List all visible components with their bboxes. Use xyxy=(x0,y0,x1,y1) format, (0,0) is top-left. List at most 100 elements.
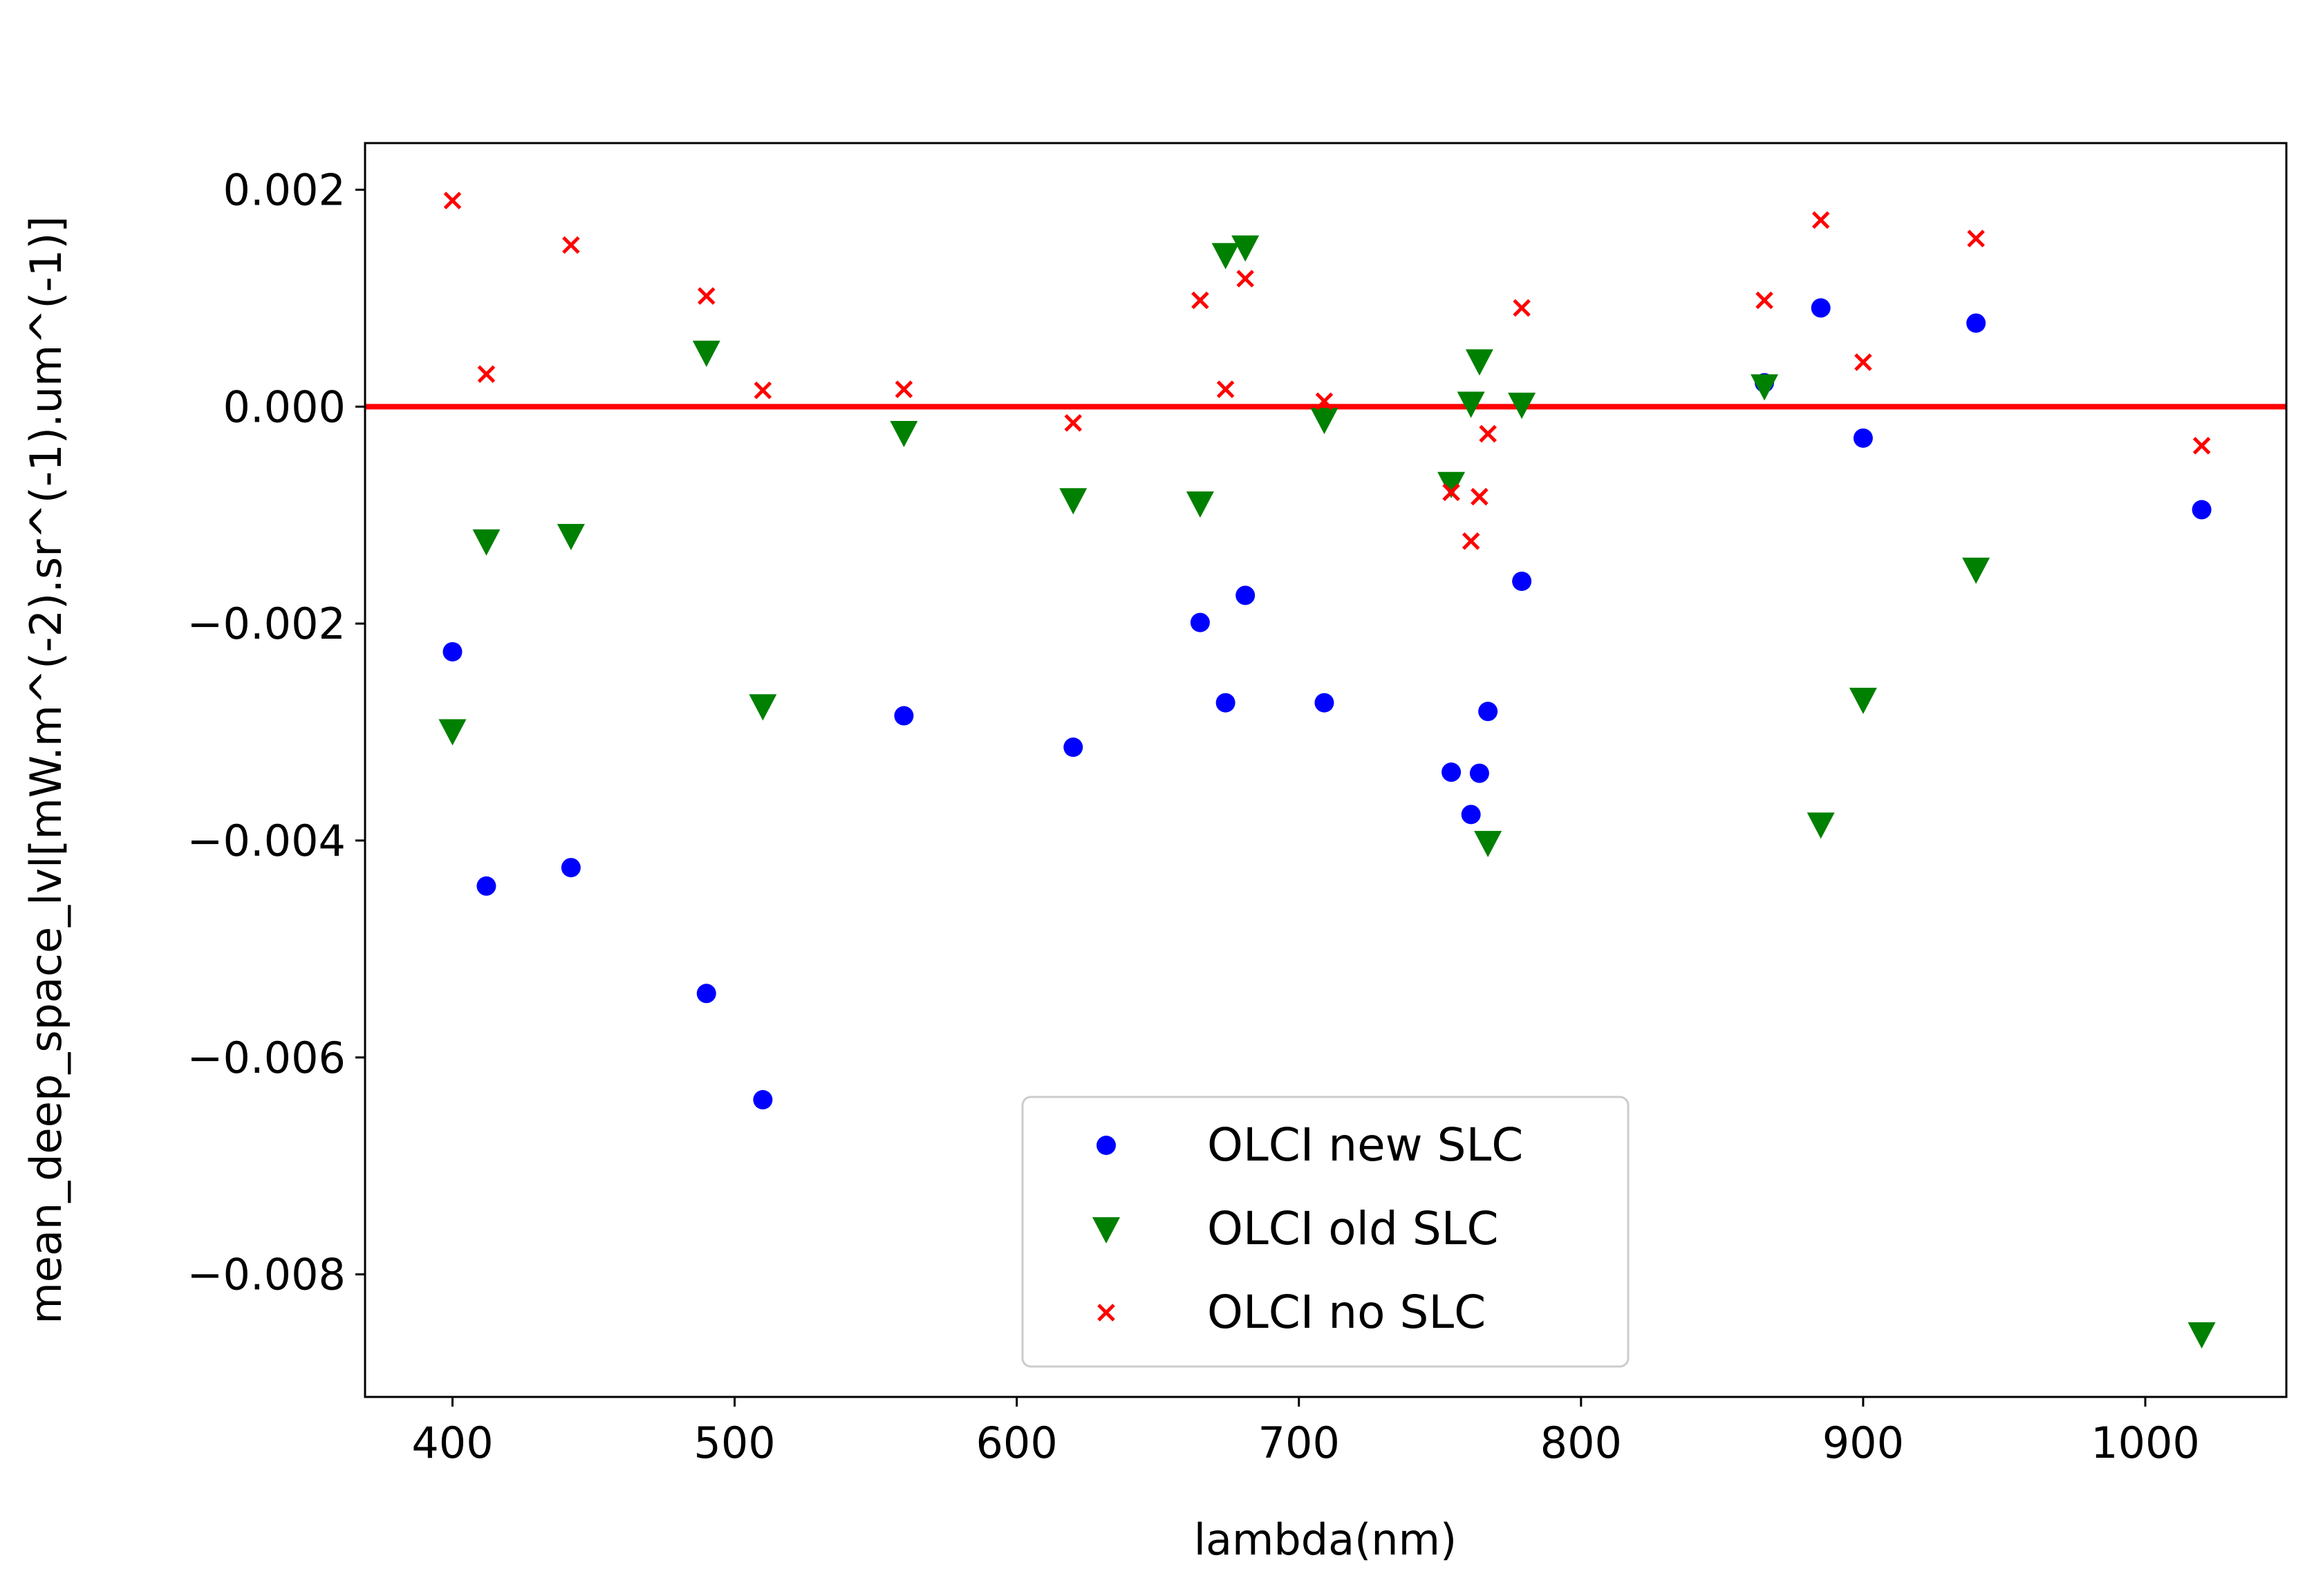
point-old-slc xyxy=(1437,471,1466,498)
point-new-slc xyxy=(476,876,496,896)
point-no-slc xyxy=(1854,353,1872,371)
point-no-slc xyxy=(1462,532,1480,550)
legend-symbol-new-slc xyxy=(1097,1136,1116,1155)
point-new-slc xyxy=(1469,763,1489,783)
point-new-slc xyxy=(1314,693,1334,713)
point-old-slc xyxy=(1231,235,1260,262)
point-old-slc xyxy=(557,524,585,551)
marks-layer xyxy=(438,191,2216,1349)
legend-label-old-slc: OLCI old SLC xyxy=(1207,1202,1499,1255)
point-new-slc xyxy=(561,858,581,878)
point-new-slc xyxy=(1966,313,1986,333)
legend: OLCI new SLC OLCI old SLC OLCI no SLC xyxy=(1021,1096,1630,1368)
point-no-slc-stroke-b xyxy=(1755,291,1773,310)
point-no-slc-stroke-b xyxy=(1216,380,1235,398)
point-old-slc xyxy=(1751,374,1779,401)
point-old-slc xyxy=(1059,488,1088,515)
point-new-slc xyxy=(2192,500,2212,520)
point-no-slc-stroke-b xyxy=(1191,291,1209,310)
point-no-slc xyxy=(1513,299,1531,317)
x-tick-label: 500 xyxy=(693,1418,775,1468)
point-no-slc-stroke-b xyxy=(1064,414,1083,432)
point-no-slc-stroke-b xyxy=(1479,424,1497,443)
x-axis: 400 500 600 700 800 900 1000 xyxy=(411,1397,2200,1468)
point-no-slc xyxy=(562,236,580,254)
point-new-slc xyxy=(1441,762,1462,782)
point-old-slc xyxy=(1465,349,1493,376)
point-no-slc xyxy=(477,365,496,384)
point-old-slc xyxy=(890,420,918,447)
point-new-slc xyxy=(1478,702,1498,722)
series-old-slc xyxy=(438,235,2216,1349)
legend-label-new-slc: OLCI new SLC xyxy=(1207,1118,1523,1172)
point-new-slc xyxy=(753,1090,773,1110)
y-axis-label: mean_deep_space_lvl[mW.m^(-2).sr^(-1).um… xyxy=(21,216,71,1324)
point-new-slc xyxy=(1853,428,1873,448)
point-no-slc xyxy=(2192,437,2211,455)
plot-frame xyxy=(364,142,2288,1398)
point-new-slc xyxy=(1461,805,1481,825)
point-no-slc xyxy=(754,382,772,400)
point-old-slc xyxy=(438,719,467,746)
point-new-slc xyxy=(894,706,914,726)
point-no-slc-stroke-b xyxy=(1967,229,1985,247)
point-new-slc xyxy=(1811,298,1831,318)
point-no-slc xyxy=(443,191,462,209)
point-no-slc-stroke-b xyxy=(895,380,913,398)
point-old-slc xyxy=(1849,688,1877,715)
x-tick-label: 600 xyxy=(976,1418,1057,1468)
legend-symbol-no-slc-stroke-b xyxy=(1097,1304,1115,1322)
legend-marker-new-slc xyxy=(1097,1136,1116,1155)
point-new-slc xyxy=(1063,738,1083,758)
point-old-slc xyxy=(1474,831,1502,858)
x-tick-label: 800 xyxy=(1540,1418,1622,1468)
point-new-slc xyxy=(1512,571,1532,591)
point-no-slc-stroke-b xyxy=(1471,487,1489,506)
point-no-slc xyxy=(1315,392,1334,411)
point-no-slc xyxy=(698,287,716,306)
x-tick-label: 700 xyxy=(1258,1418,1340,1468)
point-old-slc xyxy=(1211,243,1240,270)
point-no-slc xyxy=(1479,424,1497,443)
point-old-slc xyxy=(472,529,501,556)
x-tick-label: 900 xyxy=(1822,1418,1904,1468)
legend-marker-old-slc xyxy=(1092,1217,1120,1243)
point-old-slc xyxy=(1962,557,1990,584)
y-axis: 0.002 0.000 −0.002 −0.004 −0.006 −0.008 xyxy=(187,165,365,1300)
x-tick-label: 1000 xyxy=(2091,1418,2200,1468)
point-no-slc xyxy=(1471,487,1489,506)
point-no-slc xyxy=(1811,211,1830,229)
legend-marker-no-slc xyxy=(1097,1304,1115,1322)
point-new-slc xyxy=(1190,612,1210,632)
point-new-slc xyxy=(442,641,463,661)
legend-box xyxy=(1021,1096,1630,1368)
y-tick-label: −0.002 xyxy=(187,599,346,649)
point-no-slc xyxy=(1191,291,1209,310)
plot-area xyxy=(365,191,2286,1349)
point-old-slc xyxy=(692,340,720,367)
point-old-slc xyxy=(749,694,777,721)
point-no-slc-stroke-b xyxy=(1236,270,1254,288)
point-new-slc xyxy=(1215,693,1235,713)
x-axis-label: lambda(nm) xyxy=(1194,1514,1457,1565)
point-old-slc xyxy=(1310,408,1338,435)
series-no-slc xyxy=(443,191,2211,550)
point-no-slc xyxy=(1755,291,1773,310)
y-tick-label: 0.000 xyxy=(223,382,346,432)
point-no-slc xyxy=(1967,229,1985,247)
point-no-slc xyxy=(895,380,913,398)
y-tick-label: −0.008 xyxy=(187,1250,346,1300)
point-old-slc xyxy=(1807,812,1835,839)
point-no-slc xyxy=(1216,380,1235,398)
point-no-slc-stroke-b xyxy=(477,365,496,384)
point-old-slc xyxy=(1457,391,1485,418)
point-no-slc xyxy=(1064,414,1083,432)
series-new-slc xyxy=(442,298,2212,1110)
point-old-slc xyxy=(2187,1322,2216,1349)
point-no-slc-stroke-b xyxy=(2192,437,2211,455)
point-new-slc xyxy=(696,984,716,1004)
point-no-slc-stroke-b xyxy=(1462,532,1480,550)
legend-symbol-old-slc xyxy=(1092,1217,1120,1243)
point-no-slc-stroke-b xyxy=(1442,483,1460,502)
